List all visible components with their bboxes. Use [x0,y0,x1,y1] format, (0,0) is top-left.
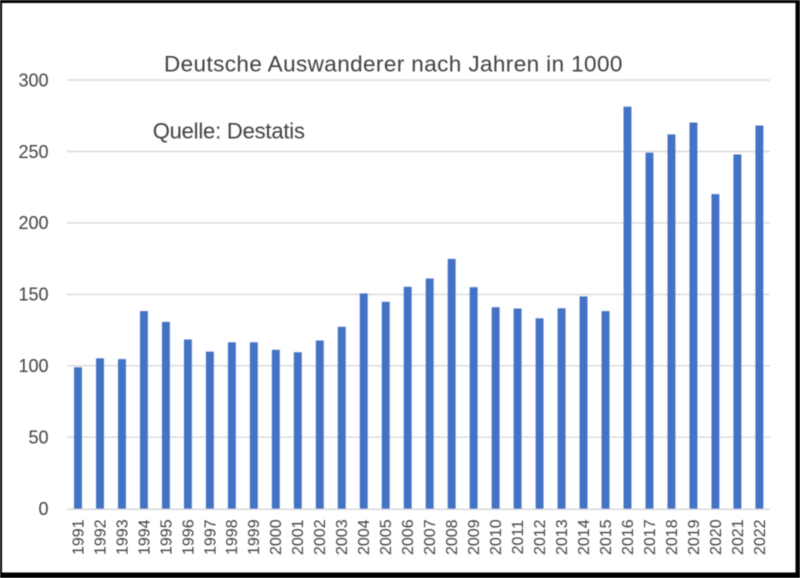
svg-text:2006: 2006 [400,519,417,555]
svg-text:1997: 1997 [202,519,219,555]
svg-text:2018: 2018 [664,519,681,555]
svg-text:150: 150 [18,285,48,305]
svg-text:2016: 2016 [620,519,637,555]
svg-text:2009: 2009 [466,519,483,555]
svg-text:250: 250 [18,142,48,162]
svg-text:2004: 2004 [356,519,373,555]
svg-text:2012: 2012 [532,519,549,555]
svg-text:2005: 2005 [378,519,395,555]
svg-text:Quelle: Destatis: Quelle: Destatis [153,119,305,144]
svg-text:2017: 2017 [642,519,659,555]
svg-text:2008: 2008 [444,519,461,555]
svg-text:100: 100 [18,356,48,376]
svg-text:2001: 2001 [290,519,307,555]
svg-text:1992: 1992 [92,519,109,555]
svg-text:2022: 2022 [752,519,769,555]
svg-text:2002: 2002 [312,519,329,555]
svg-text:2011: 2011 [510,520,527,555]
svg-text:2015: 2015 [598,519,615,555]
svg-text:300: 300 [18,70,48,90]
svg-text:1991: 1991 [70,519,87,555]
svg-text:200: 200 [18,213,48,233]
svg-text:2020: 2020 [708,519,725,555]
svg-text:Deutsche Auswanderer nach Jahr: Deutsche Auswanderer nach Jahren in 1000 [164,51,623,76]
svg-text:1993: 1993 [114,519,131,555]
svg-text:2007: 2007 [422,519,439,555]
svg-text:1998: 1998 [224,519,241,555]
svg-text:1996: 1996 [180,519,197,555]
svg-text:2019: 2019 [686,519,703,555]
svg-text:2003: 2003 [334,519,351,555]
svg-text:2013: 2013 [554,519,571,555]
svg-text:2014: 2014 [576,519,593,555]
svg-text:2000: 2000 [268,519,285,555]
svg-text:1995: 1995 [158,519,175,555]
svg-text:0: 0 [38,499,48,519]
svg-text:50: 50 [28,428,48,448]
svg-text:1994: 1994 [136,519,153,555]
svg-text:2010: 2010 [488,519,505,555]
svg-text:1999: 1999 [246,519,263,555]
svg-text:2021: 2021 [730,519,747,555]
